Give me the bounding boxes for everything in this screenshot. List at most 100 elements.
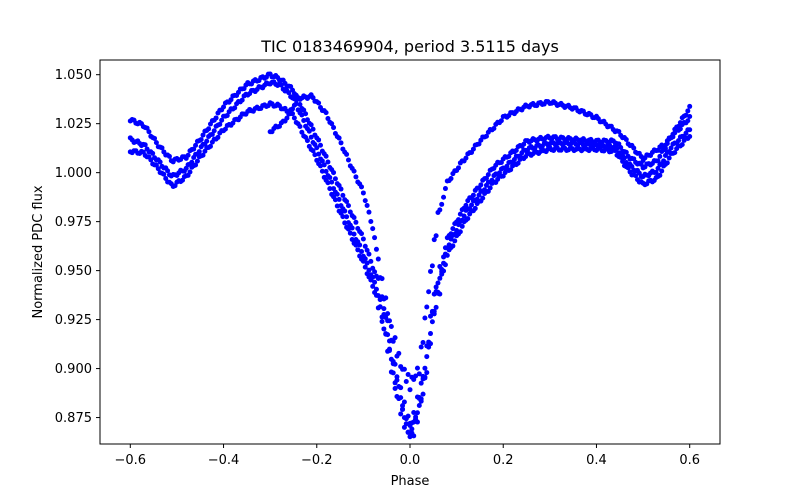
data-point: [401, 366, 407, 372]
data-point: [498, 118, 504, 124]
data-point: [219, 117, 225, 123]
data-point: [316, 151, 322, 157]
data-point: [400, 407, 406, 413]
data-point: [441, 268, 447, 274]
y-tick-label: 0.975: [55, 215, 92, 230]
y-tick-label: 0.875: [55, 411, 92, 426]
x-tick-label: 0.4: [586, 453, 607, 468]
data-point: [433, 304, 439, 310]
data-point: [424, 370, 430, 376]
data-point: [316, 100, 322, 106]
data-point: [620, 158, 626, 164]
data-point: [316, 137, 322, 143]
plot-frame: [99, 59, 721, 445]
data-point: [442, 186, 448, 192]
data-point: [416, 371, 422, 377]
data-point: [515, 160, 521, 166]
data-points: [127, 71, 693, 440]
data-point: [157, 159, 163, 165]
data-point: [631, 145, 637, 151]
data-point: [441, 194, 447, 200]
data-point: [414, 410, 420, 416]
data-point: [657, 153, 663, 159]
data-point: [383, 331, 389, 337]
data-point: [217, 121, 223, 127]
data-point: [345, 226, 351, 232]
data-point: [336, 135, 342, 141]
data-point: [485, 172, 491, 178]
data-point: [672, 150, 678, 156]
chart-title: TIC 0183469904, period 3.5115 days: [260, 37, 559, 56]
data-point: [411, 433, 417, 439]
data-point: [291, 115, 297, 121]
y-tick-label: 0.925: [55, 313, 92, 328]
data-point: [655, 165, 661, 171]
data-point: [452, 238, 458, 244]
data-point: [403, 421, 409, 427]
data-point: [297, 101, 303, 107]
data-point: [308, 122, 314, 128]
data-point: [360, 258, 366, 264]
data-point: [381, 306, 387, 312]
data-point: [362, 243, 368, 249]
data-point: [379, 276, 385, 282]
data-point: [372, 235, 378, 241]
data-point: [221, 104, 227, 110]
data-point: [368, 219, 374, 225]
data-point: [433, 233, 439, 239]
y-axis-label: Normalized PDC flux: [31, 185, 46, 318]
data-point: [342, 208, 348, 214]
data-point: [418, 344, 424, 350]
data-point: [329, 121, 335, 127]
x-axis-label: Phase: [391, 474, 430, 489]
data-point: [318, 142, 323, 148]
data-point: [470, 146, 476, 152]
data-point: [331, 170, 337, 176]
data-point: [336, 196, 342, 202]
data-point: [666, 155, 672, 161]
y-tick-label: 1.050: [55, 68, 92, 83]
data-point: [398, 411, 404, 417]
data-point: [435, 280, 441, 286]
data-point: [420, 391, 426, 397]
data-point: [431, 311, 437, 317]
data-point: [655, 158, 661, 164]
x-tick-label: −0.2: [301, 453, 333, 468]
data-point: [687, 127, 693, 133]
data-point: [353, 242, 359, 248]
data-point: [463, 155, 469, 161]
data-point: [362, 264, 368, 270]
data-point: [325, 159, 331, 165]
data-point: [381, 312, 387, 317]
data-point: [312, 152, 318, 158]
data-point: [676, 123, 682, 129]
data-point: [508, 167, 514, 173]
data-point: [359, 184, 365, 190]
data-point: [405, 371, 411, 377]
data-point: [207, 143, 213, 149]
data-point: [187, 169, 193, 175]
data-point: [194, 158, 200, 164]
data-point: [463, 202, 469, 208]
data-point: [338, 140, 344, 146]
data-point: [278, 82, 284, 88]
data-point: [351, 215, 357, 221]
data-point: [431, 237, 437, 243]
data-point: [664, 160, 670, 166]
data-point: [301, 118, 307, 123]
data-point: [345, 203, 351, 209]
data-point: [381, 326, 387, 332]
data-point: [340, 214, 346, 220]
data-point: [301, 107, 307, 113]
data-point: [386, 348, 392, 354]
data-point: [299, 112, 305, 118]
data-point: [616, 128, 622, 134]
data-point: [360, 190, 366, 196]
data-point: [165, 168, 171, 174]
data-point: [325, 180, 331, 186]
data-point: [398, 385, 404, 391]
data-point: [478, 182, 484, 188]
data-point: [228, 97, 234, 103]
data-point: [161, 171, 167, 177]
